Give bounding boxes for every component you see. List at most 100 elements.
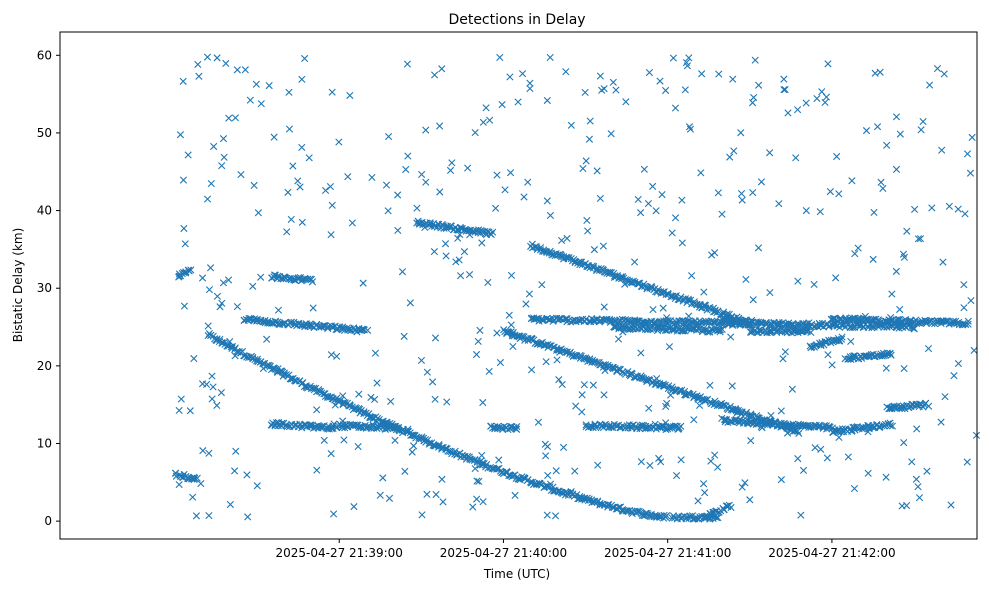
detection-point <box>593 167 601 175</box>
detection-point <box>614 365 622 373</box>
detection-point <box>810 280 818 289</box>
detection-point <box>525 290 534 298</box>
detection-point <box>192 512 201 520</box>
detection-point <box>757 422 765 431</box>
detection-point <box>190 354 198 363</box>
detection-point <box>835 433 843 442</box>
detection-point <box>321 186 330 195</box>
detection-point <box>870 208 878 216</box>
detection-point <box>301 54 309 63</box>
detection-point <box>796 421 805 429</box>
detection-point <box>552 467 560 475</box>
detection-point <box>622 316 630 324</box>
detection-point <box>678 239 686 247</box>
detection-point <box>339 392 347 400</box>
detection-point <box>484 278 492 287</box>
detection-point <box>359 279 367 287</box>
detection-point <box>179 176 188 184</box>
detection-point <box>195 72 203 80</box>
detection-point <box>206 264 215 272</box>
detection-point <box>903 227 911 235</box>
detection-point <box>191 474 199 482</box>
detection-point <box>475 226 483 234</box>
detection-point <box>777 476 785 484</box>
detection-point <box>473 477 481 485</box>
detection-point <box>379 474 387 482</box>
detection-point <box>954 205 962 213</box>
detection-point <box>579 164 587 173</box>
detection-point <box>715 70 723 78</box>
detection-point <box>464 164 472 172</box>
detection-point <box>896 305 904 314</box>
detection-point <box>534 340 542 348</box>
detection-point <box>637 349 645 357</box>
detection-point <box>695 303 704 311</box>
detection-point <box>175 406 183 415</box>
detection-point <box>596 194 604 203</box>
detection-point <box>522 300 530 308</box>
detection-point <box>728 382 736 390</box>
detection-point <box>672 292 680 300</box>
detection-point <box>491 204 500 212</box>
detection-point <box>577 258 586 266</box>
detection-point <box>886 422 895 430</box>
detection-point <box>280 369 288 377</box>
detection-point <box>436 188 444 196</box>
detection-point <box>792 154 800 162</box>
detection-point <box>910 205 919 213</box>
detection-point <box>701 489 709 497</box>
detection-point <box>327 351 335 359</box>
detection-point <box>848 177 856 185</box>
detection-point <box>775 200 783 208</box>
detection-point <box>594 461 602 469</box>
detection-point <box>910 325 918 333</box>
detection-point <box>894 315 902 324</box>
detection-point <box>465 271 474 279</box>
detection-point <box>518 70 527 78</box>
detection-point <box>558 380 566 389</box>
detection-point <box>663 512 671 520</box>
detection-point <box>543 442 552 451</box>
detection-point <box>662 402 670 411</box>
detection-point <box>668 326 676 334</box>
detection-point <box>940 70 948 78</box>
detection-point <box>727 503 735 512</box>
detection-point <box>896 130 904 138</box>
detection-point <box>469 503 477 511</box>
detection-point <box>321 392 329 401</box>
detection-point <box>669 54 677 62</box>
detection-point <box>219 135 228 143</box>
detection-point <box>473 495 481 503</box>
detection-point <box>924 344 933 353</box>
detection-point <box>914 235 923 243</box>
detection-point <box>460 248 469 256</box>
detection-point <box>476 461 484 469</box>
detection-point <box>727 333 735 341</box>
detection-point <box>542 358 550 366</box>
detection-point <box>938 146 946 154</box>
detection-point <box>204 322 212 330</box>
detection-point <box>285 125 294 133</box>
detection-point <box>265 82 273 90</box>
detection-point <box>950 372 958 380</box>
detection-point <box>900 365 908 373</box>
detection-point <box>205 511 213 520</box>
detection-point <box>799 466 808 474</box>
detection-point <box>888 422 896 430</box>
detection-point <box>555 376 563 384</box>
detection-point <box>203 53 212 61</box>
detection-point <box>199 447 207 455</box>
detection-point <box>854 244 862 252</box>
detection-point <box>732 406 740 414</box>
detection-point <box>428 378 437 386</box>
detection-point <box>767 411 775 420</box>
detection-point <box>385 494 394 502</box>
detection-point <box>649 305 657 314</box>
detection-point <box>401 467 409 475</box>
detection-point <box>913 425 921 433</box>
detection-point <box>220 153 228 161</box>
detection-point <box>925 402 933 410</box>
detection-point <box>274 418 283 427</box>
detection-point <box>833 152 841 161</box>
detection-point <box>479 498 487 506</box>
